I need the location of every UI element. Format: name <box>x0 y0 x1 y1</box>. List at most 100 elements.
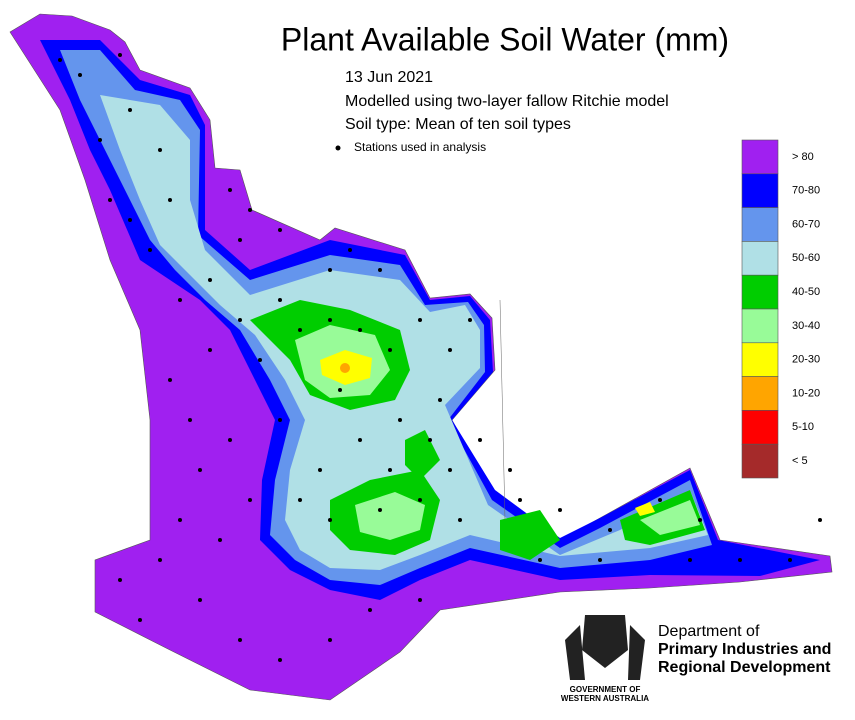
station-dot <box>558 508 562 512</box>
station-dot <box>318 468 322 472</box>
station-dot <box>78 73 82 77</box>
legend-swatch <box>741 173 779 208</box>
government-text: WESTERN AUSTRALIA <box>561 694 649 703</box>
station-dot <box>378 268 382 272</box>
station-dot <box>328 268 332 272</box>
station-dot <box>328 318 332 322</box>
station-dot <box>518 498 522 502</box>
region-10-20 <box>340 363 350 373</box>
legend-label: 40-50 <box>792 286 820 298</box>
station-dot <box>298 328 302 332</box>
station-dot <box>368 608 372 612</box>
region-50-60 <box>100 95 708 570</box>
station-dot <box>328 638 332 642</box>
legend-label: 20-30 <box>792 354 820 366</box>
department-text: Regional Development <box>658 659 831 676</box>
station-dot <box>168 378 172 382</box>
station-dot <box>238 638 242 642</box>
station-dot <box>818 518 822 522</box>
station-dot <box>148 248 152 252</box>
station-dot <box>228 438 232 442</box>
legend-swatch <box>741 308 779 344</box>
government-text: GOVERNMENT OF <box>570 685 641 694</box>
legend-swatch <box>741 342 779 377</box>
legend-label: 10-20 <box>792 387 820 399</box>
station-dot <box>658 498 662 502</box>
stations-label: Stations used in analysis <box>354 140 486 154</box>
legend-label: 30-40 <box>792 320 820 332</box>
subtitle: Modelled using two-layer fallow Ritchie … <box>345 93 669 110</box>
station-dot <box>738 558 742 562</box>
department-text: Primary Industries and <box>658 641 831 658</box>
station-dot <box>128 218 132 222</box>
station-dot <box>188 418 192 422</box>
crest-supporters <box>565 625 645 680</box>
station-dot <box>398 418 402 422</box>
station-dot <box>418 598 422 602</box>
station-dot <box>208 278 212 282</box>
station-dot <box>238 238 242 242</box>
station-dot <box>158 558 162 562</box>
station-dot <box>418 498 422 502</box>
legend-label: 70-80 <box>792 185 820 197</box>
legend-label: 50-60 <box>792 252 820 264</box>
logo: GOVERNMENT OF WESTERN AUSTRALIA Departme… <box>561 615 831 703</box>
legend-label: > 80 <box>792 151 814 163</box>
station-dot <box>388 468 392 472</box>
station-dot <box>278 298 282 302</box>
station-dot <box>278 658 282 662</box>
station-dot <box>128 108 132 112</box>
department-text: Department of <box>658 623 760 640</box>
station-dot <box>378 508 382 512</box>
station-dot <box>538 558 542 562</box>
station-dot <box>118 53 122 57</box>
station-dot <box>228 188 232 192</box>
station-dot <box>198 468 202 472</box>
station-dot <box>438 398 442 402</box>
station-dot <box>688 558 692 562</box>
subtitle: Soil type: Mean of ten soil types <box>345 116 571 133</box>
station-dot <box>278 228 282 232</box>
station-dot <box>358 438 362 442</box>
station-key <box>335 145 341 151</box>
station-dot <box>598 558 602 562</box>
station-dot <box>448 468 452 472</box>
station-dot <box>238 318 242 322</box>
station-dot <box>208 348 212 352</box>
station-dot <box>298 498 302 502</box>
legend-label: 5-10 <box>792 421 814 433</box>
legend-swatch <box>741 241 779 276</box>
station-dot <box>118 578 122 582</box>
station-dot <box>338 388 342 392</box>
station-dot <box>258 358 262 362</box>
stations <box>58 53 822 662</box>
station-dot <box>448 348 452 352</box>
legend-label: 60-70 <box>792 218 820 230</box>
station-dot <box>218 538 222 542</box>
legend-swatch <box>741 207 779 242</box>
station-dot <box>458 518 462 522</box>
region-30-40 <box>295 325 700 540</box>
map-regions <box>9 13 833 701</box>
station-dot <box>328 518 332 522</box>
legend-swatch <box>741 139 779 175</box>
station-dot <box>248 498 252 502</box>
station-dot <box>248 208 252 212</box>
station-dot <box>198 598 202 602</box>
legend-swatch <box>741 376 779 411</box>
legend-swatch <box>741 410 779 445</box>
station-dot <box>508 468 512 472</box>
legend-swatch <box>741 274 779 310</box>
station-dot <box>428 438 432 442</box>
station-dot <box>608 528 612 532</box>
station-dot <box>98 138 102 142</box>
subtitle: 13 Jun 2021 <box>345 69 433 86</box>
station-dot <box>348 248 352 252</box>
title: Plant Available Soil Water (mm) <box>281 21 729 57</box>
legend: > 80 70-80 60-70 50-60 40-50 30-40 20-30 10-20 5… <box>741 139 820 479</box>
station-dot <box>478 438 482 442</box>
station-dot <box>468 318 472 322</box>
station-dot <box>138 618 142 622</box>
legend-label: < 5 <box>792 455 808 467</box>
